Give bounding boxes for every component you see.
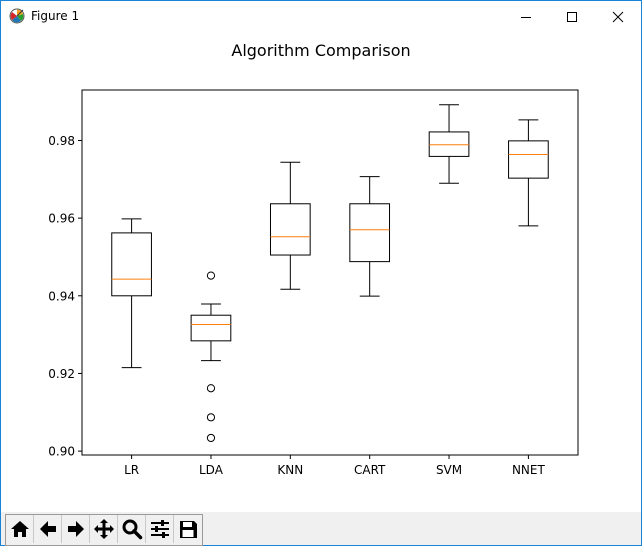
x-tick-label: CART xyxy=(354,463,386,477)
pan-button[interactable] xyxy=(90,515,118,543)
arrow-right-icon xyxy=(67,521,84,537)
home-icon xyxy=(10,521,29,537)
move-icon xyxy=(93,519,114,539)
x-tick-label: KNN xyxy=(277,463,303,477)
arrow-left-icon xyxy=(39,521,56,537)
configure-subplots-button[interactable] xyxy=(146,515,174,543)
box-iqr xyxy=(349,203,391,263)
outlier-point xyxy=(206,384,216,393)
boxplot-chart: Algorithm Comparison 0.90 0.92 0.94 0.96 0.9… xyxy=(48,41,579,477)
figure-canvas[interactable]: Algorithm Comparison 0.90 0.92 0.94 0.96 0.9… xyxy=(1,32,641,512)
window-title: Figure 1 xyxy=(31,9,80,23)
x-tick-label: LDA xyxy=(199,463,224,477)
navigation-toolbar xyxy=(1,512,641,546)
minimize-icon xyxy=(521,16,531,18)
matplotlib-app-icon xyxy=(9,8,25,24)
close-icon xyxy=(612,11,624,22)
toolbar-button-group xyxy=(5,514,203,546)
title-bar[interactable]: Figure 1 xyxy=(1,1,641,32)
forward-button[interactable] xyxy=(62,515,90,543)
zoom-icon xyxy=(122,519,142,540)
maximize-button[interactable] xyxy=(549,1,595,32)
box-iqr xyxy=(111,232,152,297)
outlier-point xyxy=(206,271,216,280)
home-button[interactable] xyxy=(6,515,34,543)
y-tick-label: 0.94 xyxy=(48,289,75,303)
save-button[interactable] xyxy=(174,515,202,543)
box-iqr xyxy=(428,131,470,157)
zoom-button[interactable] xyxy=(118,515,146,543)
x-tick-label: NNET xyxy=(512,463,546,477)
chart-title: Algorithm Comparison xyxy=(231,41,410,60)
plot-frame xyxy=(81,89,579,456)
y-tick-label: 0.98 xyxy=(48,134,75,148)
minimize-button[interactable] xyxy=(503,1,549,32)
y-tick-label: 0.96 xyxy=(48,212,75,226)
maximize-icon xyxy=(567,11,577,22)
save-icon xyxy=(180,521,197,538)
close-button[interactable] xyxy=(595,1,641,32)
outlier-point xyxy=(206,433,216,443)
sliders-icon xyxy=(150,520,169,538)
back-button[interactable] xyxy=(34,515,62,543)
box-iqr xyxy=(508,140,549,179)
box-iqr xyxy=(190,314,232,342)
y-tick-label: 0.92 xyxy=(48,367,75,381)
box-iqr xyxy=(269,203,311,256)
x-tick-label: LR xyxy=(124,463,139,477)
outlier-point xyxy=(206,413,216,422)
y-tick-label: 0.90 xyxy=(48,445,75,459)
x-tick-label: SVM xyxy=(436,463,462,477)
